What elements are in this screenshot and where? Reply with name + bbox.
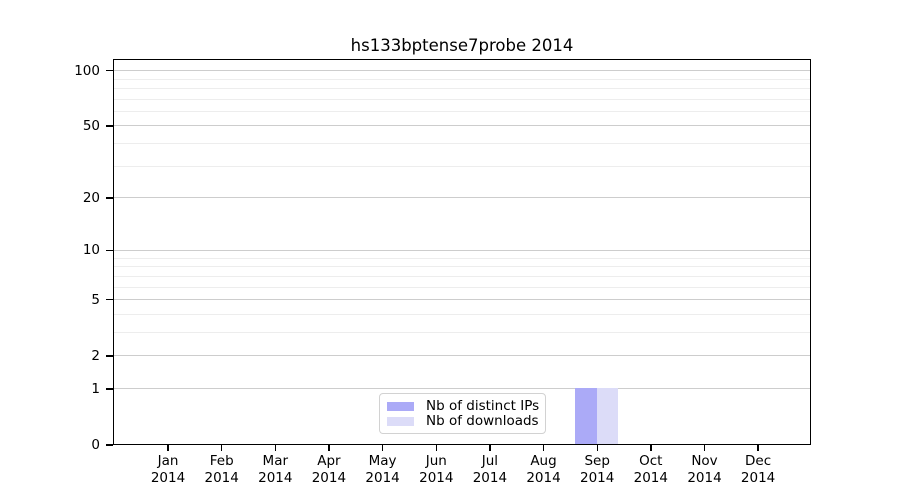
- x-tick-label: Jun 2014: [419, 453, 454, 486]
- minor-gridline: [114, 266, 810, 268]
- minor-gridline: [114, 332, 810, 333]
- legend-label-downloads: Nb of downloads: [426, 413, 539, 429]
- chart-title: hs133bptense7probe 2014: [350, 36, 574, 55]
- plot-area: Nb of distinct IPs Nb of downloads: [113, 59, 811, 445]
- minor-gridline: [114, 275, 810, 277]
- x-tick-label: Jul 2014: [472, 453, 508, 486]
- y-axis-tick: [106, 355, 113, 357]
- x-tick-label: May 2014: [365, 453, 400, 486]
- x-tick-label: Dec 2014: [740, 453, 776, 486]
- y-tick-label: 0: [91, 437, 100, 453]
- minor-gridline: [114, 87, 810, 89]
- y-axis-tick: [106, 388, 113, 390]
- y-axis-tick: [106, 444, 113, 446]
- legend: Nb of distinct IPs Nb of downloads: [379, 393, 546, 434]
- minor-gridline: [114, 165, 810, 167]
- y-tick-label: 50: [82, 117, 100, 134]
- x-axis-tick: [220, 445, 223, 451]
- minor-gridline: [114, 98, 810, 100]
- legend-swatch-downloads: [387, 416, 414, 426]
- minor-gridline: [114, 143, 810, 145]
- major-gridline: [114, 70, 810, 71]
- y-tick-label: 5: [91, 291, 100, 308]
- x-tick-label: Sep 2014: [580, 453, 615, 486]
- minor-gridline: [114, 313, 810, 315]
- y-axis-tick: [106, 197, 113, 199]
- y-tick-label: 20: [82, 189, 100, 206]
- legend-swatch-distinct-ips: [387, 401, 414, 411]
- x-axis-tick: [435, 445, 437, 451]
- x-tick-label: Jan 2014: [150, 453, 186, 486]
- y-tick-label: 2: [91, 347, 100, 364]
- major-gridline: [114, 388, 810, 390]
- x-tick-label: Mar 2014: [258, 453, 293, 486]
- major-gridline: [114, 125, 810, 127]
- y-axis-tick: [106, 125, 113, 127]
- y-axis-tick: [106, 249, 113, 252]
- y-tick-label: 100: [74, 62, 100, 79]
- x-axis-tick: [489, 445, 491, 451]
- major-gridline: [114, 299, 810, 301]
- bar-nb-of-distinct-ips: [575, 388, 597, 445]
- legend-item-distinct-ips: Nb of distinct IPs: [387, 398, 540, 414]
- x-axis-tick: [596, 445, 598, 451]
- y-axis-tick: [106, 69, 113, 72]
- minor-gridline: [114, 78, 810, 80]
- minor-gridline: [114, 257, 810, 259]
- x-axis-tick: [650, 445, 652, 451]
- x-axis-tick: [381, 445, 384, 451]
- y-axis-tick: [106, 298, 113, 301]
- x-tick-label: Feb 2014: [204, 453, 239, 486]
- minor-gridline: [114, 110, 810, 112]
- legend-item-downloads: Nb of downloads: [387, 413, 539, 429]
- x-axis-tick: [274, 445, 277, 451]
- major-gridline: [114, 249, 810, 251]
- x-axis-tick: [542, 445, 545, 451]
- major-gridline: [114, 355, 810, 357]
- x-axis-tick: [167, 445, 169, 451]
- legend-label-distinct-ips: Nb of distinct IPs: [426, 398, 540, 414]
- major-gridline: [114, 197, 810, 199]
- y-tick-label: 10: [82, 242, 100, 259]
- x-axis-tick: [757, 445, 759, 451]
- bar-nb-of-downloads: [596, 388, 619, 445]
- x-tick-label: Nov 2014: [687, 453, 722, 486]
- x-axis-tick: [328, 445, 330, 451]
- y-tick-label: 1: [91, 380, 100, 397]
- x-tick-label: Oct 2014: [633, 453, 668, 486]
- x-axis-tick: [703, 445, 706, 451]
- x-tick-label: Apr 2014: [311, 453, 347, 486]
- x-tick-label: Aug 2014: [526, 453, 561, 486]
- minor-gridline: [114, 286, 810, 288]
